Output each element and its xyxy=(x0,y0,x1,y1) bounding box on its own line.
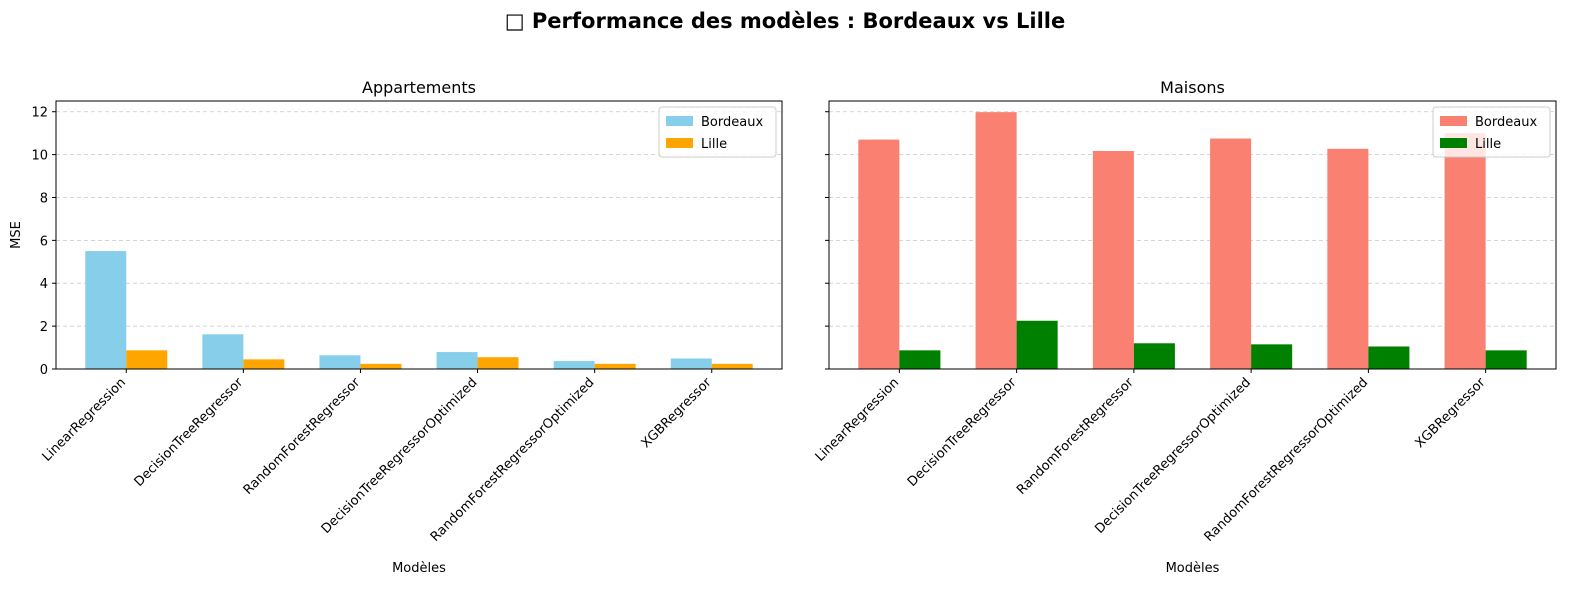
bar-lille-decisiontreeregressor xyxy=(1016,320,1058,369)
legend: Bordeaux Lille xyxy=(658,106,777,158)
bar-lille-linearregression xyxy=(899,350,941,369)
y-tick-label: 0 xyxy=(40,363,48,378)
bar-lille-randomforestregressoroptimized xyxy=(1368,346,1410,369)
bar-bordeaux-linearregression xyxy=(85,251,127,369)
y-axis-label: MSE xyxy=(9,221,24,249)
x-tick-label: DecisionTreeRegressor xyxy=(132,375,247,490)
legend-label-lille: Lille xyxy=(1475,137,1501,152)
legend-swatch-lille xyxy=(1440,138,1467,148)
legend: Bordeaux Lille xyxy=(1432,106,1551,158)
bar-bordeaux-randomforestregressoroptimized xyxy=(553,361,595,369)
panel-title: Maisons xyxy=(1160,78,1225,97)
legend-label-bordeaux: Bordeaux xyxy=(701,115,763,130)
legend-swatch-lille xyxy=(666,138,693,148)
x-tick-label: XGBRegressor xyxy=(1412,375,1488,451)
x-axis-label: Modèles xyxy=(1166,561,1220,576)
x-axis-label: Modèles xyxy=(392,561,446,576)
bar-bordeaux-decisiontreeregressoroptimized xyxy=(436,352,478,369)
bar-bordeaux-randomforestregressor xyxy=(319,355,361,369)
bar-bordeaux-decisiontreeregressoroptimized xyxy=(1210,138,1252,369)
legend-swatch-bordeaux xyxy=(666,116,693,126)
legend-label-lille: Lille xyxy=(701,137,727,152)
chart-panel-maisons: LinearRegression DecisionTreeRegressorRan… xyxy=(813,78,1557,576)
bar-bordeaux-xgbregressor xyxy=(670,358,712,369)
y-tick-label: 4 xyxy=(40,277,48,292)
bar-lille-decisiontreeregressoroptimized xyxy=(477,357,519,369)
y-tick-label: 8 xyxy=(40,191,48,206)
bar-bordeaux-randomforestregressor xyxy=(1092,150,1134,369)
bar-lille-linearregression xyxy=(126,350,168,369)
bar-lille-xgbregressor xyxy=(711,363,753,369)
y-tick-label: 10 xyxy=(31,149,48,164)
y-tick-label: 12 xyxy=(31,106,48,121)
bar-bordeaux-decisiontreeregressor xyxy=(202,334,244,369)
axes-frame xyxy=(55,100,783,370)
y-tick-label: 2 xyxy=(40,320,48,335)
chart-panel-appartements: 0 2 4 6 8 10 12 LinearRegression DecisionTreeReg… xyxy=(9,78,783,576)
legend-label-bordeaux: Bordeaux xyxy=(1475,115,1537,130)
bar-lille-decisiontreeregressoroptimized xyxy=(1251,344,1293,369)
axes-frame xyxy=(828,100,1557,370)
bar-bordeaux-linearregression xyxy=(858,139,900,369)
bar-bordeaux-decisiontreeregressor xyxy=(975,112,1017,369)
x-tick-label: RandomForestRegressor xyxy=(1014,375,1137,498)
figure-title: □ Performance des modèles : Bordeaux vs … xyxy=(505,9,1065,33)
bar-lille-randomforestregressor xyxy=(1133,343,1175,369)
x-tick-label: LinearRegression xyxy=(813,375,902,464)
legend-swatch-bordeaux xyxy=(1440,116,1467,126)
x-tick-label: RandomForestRegressor xyxy=(241,375,364,498)
bar-bordeaux-randomforestregressoroptimized xyxy=(1327,148,1369,369)
bar-lille-randomforestregressor xyxy=(360,363,402,369)
bar-bordeaux-xgbregressor xyxy=(1444,133,1486,369)
x-tick-label: DecisionTreeRegressor xyxy=(905,375,1020,490)
x-tick-label: XGBRegressor xyxy=(639,375,715,451)
bar-lille-decisiontreeregressor xyxy=(243,359,285,369)
bar-lille-randomforestregressoroptimized xyxy=(594,363,636,369)
bar-lille-xgbregressor xyxy=(1485,350,1527,369)
x-tick-label: LinearRegression xyxy=(40,375,129,464)
y-tick-label: 6 xyxy=(40,234,48,249)
panel-title: Appartements xyxy=(362,78,476,97)
